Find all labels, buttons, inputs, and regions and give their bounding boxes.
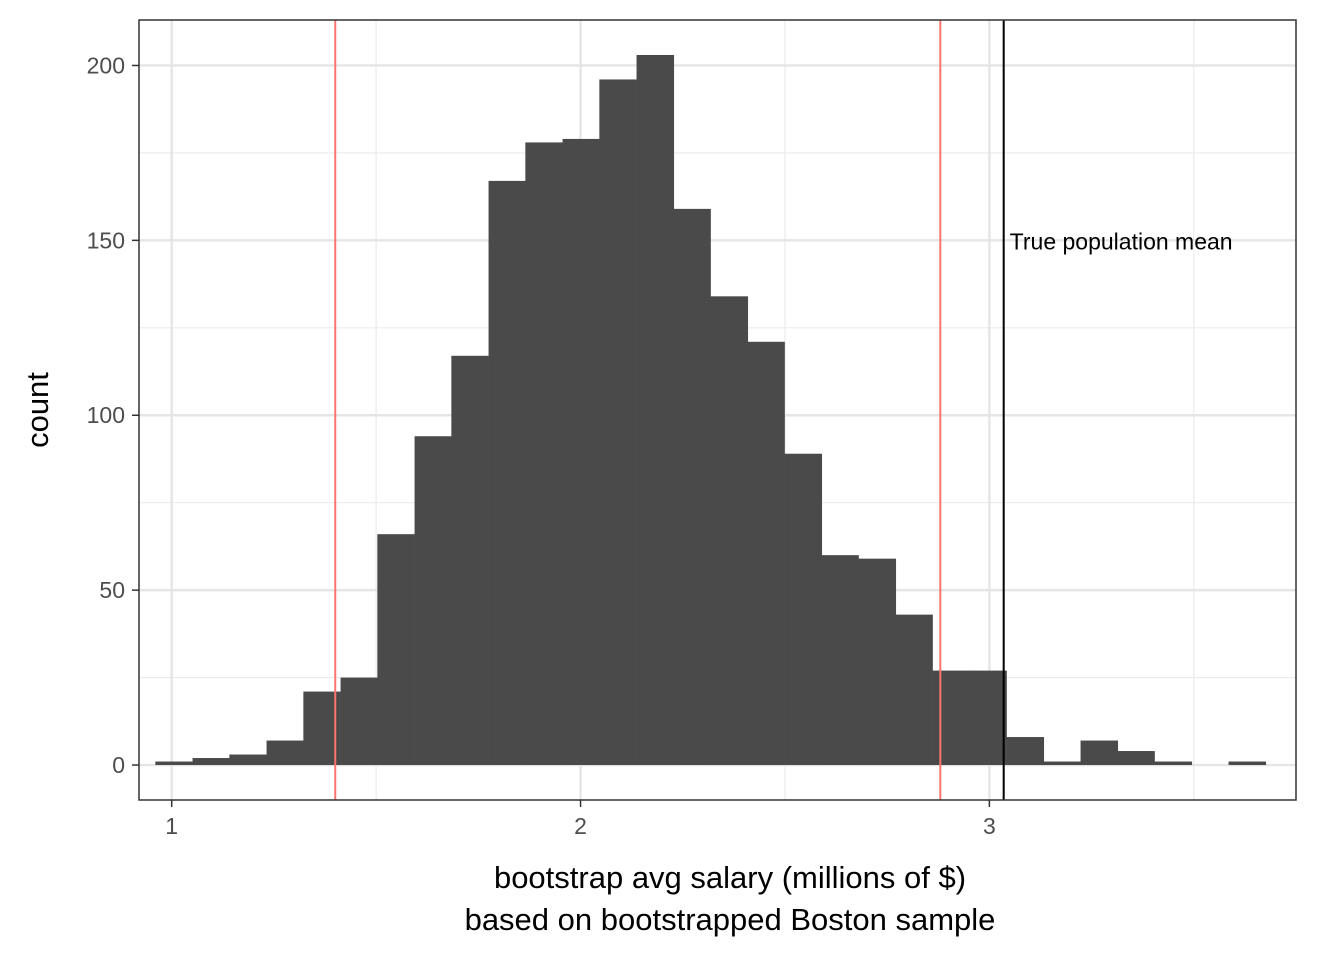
histogram-bar [1154, 761, 1193, 766]
y-tick-label: 150 [87, 227, 125, 253]
histogram-bar [192, 758, 231, 766]
histogram-bar [377, 534, 415, 766]
histogram-bar [636, 54, 675, 766]
histogram-bar [340, 677, 379, 766]
y-tick-label: 100 [87, 402, 125, 428]
histogram-bar [895, 614, 933, 766]
histogram-bar [525, 142, 563, 766]
histogram-bar [747, 341, 785, 766]
histogram-bar [266, 740, 305, 766]
plot-panel-border [138, 19, 1297, 801]
histogram-bar [229, 754, 267, 766]
x-axis: 1 2 3 [165, 800, 996, 839]
histogram-bar [932, 670, 971, 766]
x-tick-label: 1 [165, 813, 178, 839]
histogram-bar [821, 555, 859, 766]
histogram-bar [784, 453, 823, 766]
x-axis-subtitle: based on bootstrapped Boston sample [465, 902, 996, 937]
histogram-bar [599, 79, 637, 766]
x-tick-label: 3 [983, 813, 996, 839]
y-axis-title: count [20, 372, 55, 448]
histogram-bar [1117, 751, 1155, 766]
histogram-bar [155, 761, 193, 766]
histogram-bar [451, 355, 489, 766]
y-axis: 0 50 100 150 200 [87, 52, 139, 778]
histogram-bar [1080, 740, 1119, 766]
reference-lines [334, 20, 1005, 800]
histogram-bar [488, 180, 527, 766]
histogram-bar [414, 436, 453, 766]
histogram-bar [1228, 761, 1267, 766]
histogram-bars [155, 54, 1267, 766]
y-tick-label: 0 [112, 752, 125, 778]
mean-line-label: True population mean [1010, 228, 1233, 254]
histogram-bar [858, 558, 897, 766]
histogram-bar [969, 670, 1007, 766]
histogram-bar [673, 208, 711, 766]
y-tick-label: 200 [87, 52, 125, 78]
histogram-bar [562, 138, 601, 766]
y-tick-label: 50 [99, 577, 125, 603]
histogram-bar [1043, 761, 1081, 766]
x-axis-title: bootstrap avg salary (millions of $) [494, 860, 966, 895]
histogram-bar [1006, 737, 1045, 766]
histogram-bar [710, 296, 749, 766]
x-tick-label: 2 [574, 813, 587, 839]
